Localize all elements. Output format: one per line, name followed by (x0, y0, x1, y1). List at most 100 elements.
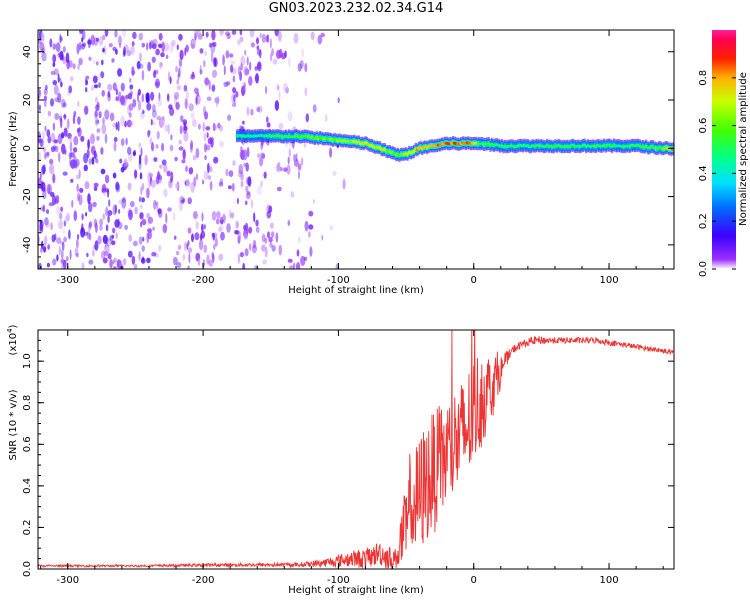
noise-speckle (177, 73, 180, 81)
noise-speckle (88, 259, 94, 265)
noise-speckle (62, 171, 68, 176)
noise-speckle (122, 30, 127, 38)
noise-speckle (292, 262, 296, 269)
noise-speckle (38, 88, 42, 99)
noise-speckle (155, 48, 160, 56)
noise-speckle (206, 132, 209, 139)
noise-speckle (101, 123, 107, 135)
noise-speckle (243, 162, 247, 167)
noise-speckle (99, 218, 103, 226)
noise-speckle (68, 85, 73, 94)
noise-speckle (147, 230, 152, 240)
noise-speckle (126, 119, 132, 128)
noise-speckle (58, 152, 61, 163)
noise-speckle (203, 132, 207, 142)
noise-speckle (312, 104, 317, 113)
noise-speckle (208, 259, 214, 267)
noise-speckle (193, 176, 197, 187)
noise-speckle (46, 183, 52, 195)
noise-speckle (178, 33, 183, 41)
noise-speckle (242, 262, 246, 269)
noise-speckle (84, 78, 88, 86)
noise-speckle (112, 46, 117, 52)
noise-speckle (172, 256, 178, 266)
noise-speckle (188, 181, 191, 186)
noise-speckle (165, 54, 169, 60)
noise-speckle (49, 158, 54, 165)
noise-speckle (219, 141, 224, 148)
noise-speckle (230, 60, 236, 66)
noise-speckle (50, 70, 56, 76)
noise-speckle (136, 92, 140, 103)
noise-speckle (271, 245, 276, 252)
noise-speckle (298, 236, 301, 243)
noise-speckle (194, 232, 200, 241)
noise-speckle (97, 74, 102, 80)
colorbar-tick-label: 0.0 (698, 261, 709, 277)
noise-speckle (151, 142, 154, 152)
snr-x-tick-label: -100 (327, 575, 350, 586)
heatmap-x-tick-label: 0 (471, 275, 477, 286)
noise-speckle (183, 131, 189, 142)
noise-speckle (204, 155, 207, 160)
noise-speckle (74, 247, 79, 257)
noise-speckle (104, 174, 110, 184)
noise-speckle (102, 117, 105, 125)
noise-speckle (157, 173, 162, 184)
noise-speckle (195, 148, 200, 159)
noise-speckle (92, 249, 95, 257)
noise-speckle (73, 147, 78, 153)
noise-speckle (125, 137, 128, 146)
noise-speckle (185, 44, 189, 53)
noise-speckle (134, 206, 138, 215)
snr-x-tick-label: -300 (56, 575, 79, 586)
noise-speckle (242, 149, 248, 161)
noise-speckle (138, 32, 144, 41)
noise-speckle (63, 127, 68, 137)
noise-speckle (209, 180, 213, 191)
noise-speckle (60, 81, 63, 88)
noise-speckle (104, 109, 110, 120)
noise-speckle (120, 95, 125, 106)
noise-speckle (94, 116, 99, 127)
noise-speckle (140, 221, 143, 228)
heatmap-x-tick-label: 100 (599, 275, 618, 286)
noise-speckle (76, 101, 80, 107)
noise-speckle (265, 86, 268, 94)
noise-speckle (243, 224, 246, 231)
noise-speckle (147, 216, 154, 224)
noise-speckle (131, 66, 135, 77)
noise-speckle (111, 58, 115, 63)
noise-speckle (219, 216, 224, 221)
noise-speckle (42, 146, 46, 153)
noise-speckle (278, 30, 282, 42)
noise-speckle (206, 144, 211, 151)
noise-speckle (304, 220, 309, 232)
noise-speckle (156, 200, 159, 212)
noise-speckle (115, 232, 118, 240)
noise-speckle (202, 122, 205, 132)
noise-speckle (320, 32, 325, 38)
noise-speckle (133, 149, 136, 156)
noise-speckle (337, 97, 340, 104)
noise-speckle (155, 144, 159, 149)
noise-speckle (210, 42, 216, 54)
noise-speckle (141, 182, 145, 191)
noise-speckle (234, 230, 239, 235)
noise-speckle (137, 100, 142, 111)
noise-speckle (308, 224, 314, 230)
noise-speckle (49, 191, 55, 198)
noise-speckle (131, 255, 136, 265)
noise-speckle (166, 93, 170, 102)
noise-speckle (112, 82, 117, 91)
noise-speckle (152, 38, 158, 47)
noise-speckle (153, 121, 156, 126)
noise-speckle (150, 179, 156, 188)
noise-speckle (240, 55, 246, 67)
noise-speckle (112, 172, 117, 179)
noise-speckle (104, 246, 110, 255)
noise-speckle (296, 249, 300, 257)
noise-speckle (107, 210, 113, 216)
noise-speckle (104, 30, 109, 37)
